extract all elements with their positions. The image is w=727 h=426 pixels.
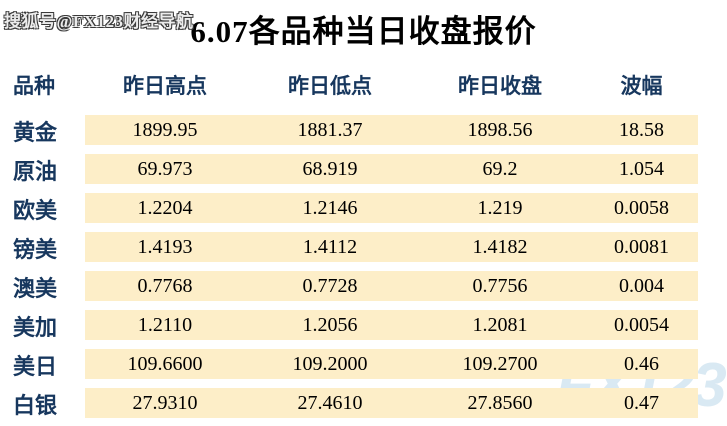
cell-low: 1.4112	[302, 236, 358, 258]
row-label: 美加	[13, 315, 58, 340]
cell-range: 0.46	[624, 353, 659, 375]
cell-range: 0.0054	[614, 314, 669, 336]
page-title: 6.07各品种当日收盘报价	[190, 14, 537, 49]
column-header-range: 波幅	[620, 74, 663, 98]
cell-low: 68.919	[302, 158, 358, 180]
cell-close: 1.2081	[472, 314, 528, 336]
row-band: 0.7768 0.7728 0.7756 0.004	[85, 271, 698, 301]
row-label: 美日	[13, 354, 58, 379]
cell-close: 1.4182	[472, 236, 528, 258]
table-row-eurusd: 欧美 1.2204 1.2146 1.219 0.0058	[13, 193, 698, 225]
cell-range: 0.0081	[614, 236, 669, 258]
cell-range: 0.47	[624, 392, 659, 414]
cell-close: 109.2700	[462, 353, 538, 375]
row-band: 27.9310 27.4610 27.8560 0.47	[85, 388, 698, 418]
cell-high: 1.4193	[137, 236, 193, 258]
cell-high: 1.2204	[137, 197, 193, 219]
column-header-low: 昨日低点	[288, 74, 372, 98]
row-label: 原油	[13, 159, 58, 184]
row-band: 1.2110 1.2056 1.2081 0.0054	[85, 310, 698, 340]
table-row-usdjpy: 美日 109.6600 109.2000 109.2700 0.46	[13, 349, 698, 381]
row-band: 1899.95 1881.37 1898.56 18.58	[85, 115, 698, 145]
cell-high: 69.973	[137, 158, 193, 180]
row-band: 1.2204 1.2146 1.219 0.0058	[85, 193, 698, 223]
row-label: 镑美	[13, 237, 58, 262]
sohu-account-watermark: 搜狐号@FX123财经导航	[4, 12, 194, 31]
cell-close: 27.8560	[467, 392, 533, 414]
cell-low: 1881.37	[297, 119, 363, 141]
column-header-product: 品种	[13, 74, 55, 98]
row-label: 澳美	[13, 276, 58, 301]
cell-high: 27.9310	[132, 392, 198, 414]
table-row-gold: 黄金 1899.95 1881.37 1898.56 18.58	[13, 115, 698, 147]
cell-low: 1.2056	[302, 314, 358, 336]
cell-high: 0.7768	[137, 275, 193, 297]
cell-range: 1.054	[619, 158, 664, 180]
cell-low: 109.2000	[292, 353, 368, 375]
table-row-usdcad: 美加 1.2110 1.2056 1.2081 0.0054	[13, 310, 698, 342]
table-row-crude-oil: 原油 69.973 68.919 69.2 1.054	[13, 154, 698, 186]
column-header-close: 昨日收盘	[458, 74, 542, 98]
cell-close: 0.7756	[472, 275, 528, 297]
table-row-audusd: 澳美 0.7768 0.7728 0.7756 0.004	[13, 271, 698, 303]
row-label: 白银	[13, 393, 58, 418]
price-table: 品种 昨日高点 昨日低点 昨日收盘 波幅 黄金 1899.95 1881.37 …	[13, 70, 698, 420]
row-label: 黄金	[13, 120, 58, 145]
cell-high: 109.6600	[127, 353, 203, 375]
cell-close: 1.219	[477, 197, 523, 219]
cell-close: 69.2	[482, 158, 518, 180]
row-label: 欧美	[13, 198, 58, 223]
row-band: 109.6600 109.2000 109.2700 0.46	[85, 349, 698, 379]
cell-range: 0.0058	[614, 197, 669, 219]
table-row-silver: 白银 27.9310 27.4610 27.8560 0.47	[13, 388, 698, 420]
row-band: 1.4193 1.4112 1.4182 0.0081	[85, 232, 698, 262]
column-header-high: 昨日高点	[123, 74, 207, 98]
table-header-row: 品种 昨日高点 昨日低点 昨日收盘 波幅	[13, 70, 698, 100]
cell-range: 0.004	[619, 275, 664, 297]
cell-range: 18.58	[619, 119, 664, 141]
cell-close: 1898.56	[467, 119, 533, 141]
cell-high: 1899.95	[132, 119, 198, 141]
table-row-gbpusd: 镑美 1.4193 1.4112 1.4182 0.0081	[13, 232, 698, 264]
row-band: 69.973 68.919 69.2 1.054	[85, 154, 698, 184]
cell-low: 1.2146	[302, 197, 358, 219]
cell-low: 27.4610	[297, 392, 363, 414]
cell-low: 0.7728	[302, 275, 358, 297]
cell-high: 1.2110	[137, 314, 193, 336]
header-grid: 昨日高点 昨日低点 昨日收盘 波幅	[85, 70, 698, 100]
